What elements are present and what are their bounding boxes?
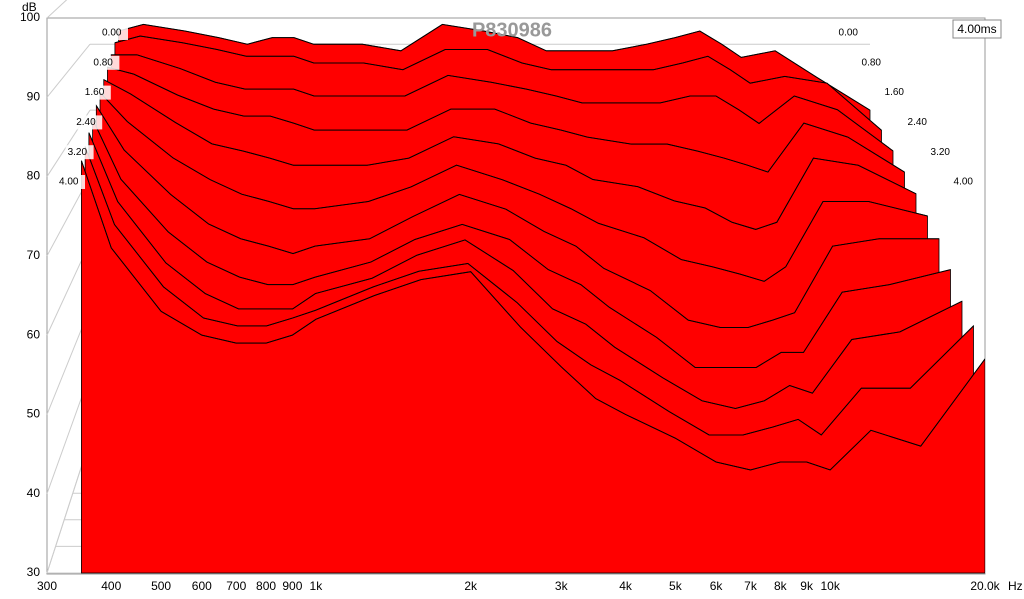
x-tick-label: 2k [464,579,478,593]
x-tick-label: 5k [669,579,683,593]
grid-line [46,0,68,19]
slice-curve [103,79,917,230]
y-tick-label: 30 [27,565,41,579]
slice-curve [111,54,894,152]
slice-curve [92,118,951,368]
y-axis-label: dB [22,0,37,14]
x-tick-label: 1k [310,579,324,593]
x-tick-label: 10k [821,579,841,593]
x-tick-label: 3k [555,579,569,593]
y-tick-label: 100 [20,10,40,24]
x-tick-label: 6k [710,579,724,593]
y-tick-label: 50 [27,407,41,421]
time-label-box [832,26,860,40]
chart-title: P830986 [472,19,552,41]
x-tick-label: 700 [226,579,246,593]
y-tick-label: 90 [27,89,41,103]
x-tick-label: 400 [101,579,121,593]
grid-line [46,43,91,98]
x-tick-label: 9k [800,579,814,593]
time-label-box [924,145,952,160]
time-label: 4.00 [59,177,79,188]
slice-curve [114,35,882,131]
x-tick-label: 300 [37,579,57,593]
slice-curve [80,160,985,471]
time-label: 2.40 [76,117,96,128]
slices [80,23,985,574]
x-tick-label: 900 [282,579,302,593]
time-label-box [901,115,929,130]
slice-curve [88,132,963,409]
time-label: 3.20 [931,147,951,158]
y-tick-label: 80 [27,169,41,183]
time-label: 2.40 [908,117,928,128]
slice-curve [118,23,871,111]
time-label-box [57,175,85,189]
x-tick-label: 8k [774,579,788,593]
time-label-box [947,175,975,189]
y-tick-label: 70 [27,248,41,262]
time-label: 0.00 [102,28,122,39]
x-tick-label: 500 [151,579,171,593]
x-tick-label: 20.0k [970,579,1000,593]
x-unit: Hz [1008,579,1023,593]
time-range-box [952,19,1002,39]
x-tick-label: 800 [256,579,276,593]
y-tick-label: 40 [27,486,41,500]
slice-curve [99,92,928,282]
x-tick-label: 7k [744,579,758,593]
slice-curve [107,66,905,173]
x-tick-label: 600 [192,579,212,593]
x-tick-label: 4k [619,579,633,593]
time-label: 1.60 [85,87,105,98]
time-label-box [65,145,94,160]
time-label: 0.80 [93,57,113,68]
time-label-box [91,55,120,70]
time-label-box [878,85,906,100]
time-label: 0.80 [862,57,882,68]
time-label: 4.00 [954,177,974,188]
slice-curve [95,105,939,329]
labels: 30 40 50 60 70 80 90 100 300 400 500 600 700 800 900 1k… [20,10,1001,593]
y-tick-label: 60 [27,327,41,341]
time-label-box [74,115,103,130]
time-range-label: 4.00ms [957,22,996,36]
time-label: 0.00 [839,28,859,39]
slice-curve [84,146,974,436]
time-label-box [855,55,883,70]
time-label-box [100,26,128,40]
time-label: 3.20 [68,147,88,158]
time-label-box [82,85,111,100]
time-label: 1.60 [885,87,905,98]
